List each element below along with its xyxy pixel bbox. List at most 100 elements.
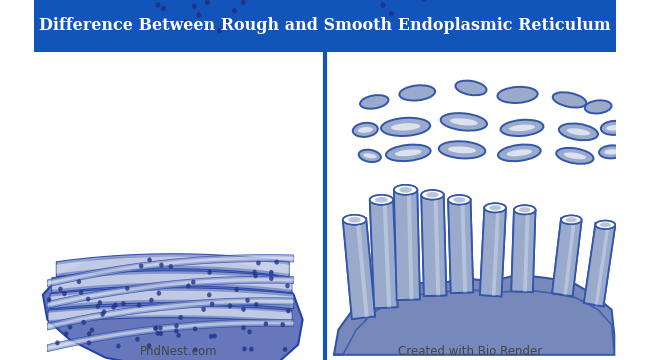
Ellipse shape [370, 195, 393, 205]
Circle shape [280, 322, 285, 327]
Polygon shape [448, 199, 473, 293]
Polygon shape [57, 254, 289, 277]
Polygon shape [480, 207, 506, 296]
Ellipse shape [595, 221, 615, 229]
Polygon shape [343, 219, 375, 319]
Ellipse shape [395, 149, 422, 156]
Circle shape [155, 2, 161, 8]
Circle shape [102, 309, 107, 314]
Polygon shape [48, 308, 292, 320]
Ellipse shape [391, 123, 421, 131]
Circle shape [154, 325, 159, 330]
Ellipse shape [606, 125, 622, 131]
Ellipse shape [453, 197, 465, 203]
Polygon shape [492, 208, 500, 296]
Polygon shape [47, 278, 294, 306]
Polygon shape [552, 218, 582, 296]
Circle shape [168, 264, 173, 269]
Circle shape [183, 19, 188, 25]
Polygon shape [512, 210, 536, 292]
Circle shape [157, 291, 161, 296]
Circle shape [116, 343, 121, 348]
Polygon shape [383, 199, 391, 308]
Text: PhdNest.com: PhdNest.com [140, 345, 218, 358]
Circle shape [285, 283, 290, 288]
Polygon shape [343, 219, 375, 319]
Ellipse shape [604, 149, 619, 154]
Polygon shape [50, 291, 294, 306]
Ellipse shape [450, 118, 478, 126]
Circle shape [64, 331, 68, 336]
Ellipse shape [489, 205, 501, 211]
Circle shape [137, 302, 141, 307]
Circle shape [242, 346, 247, 351]
Text: Difference Between Rough and Smooth Endoplasmic Reticulum: Difference Between Rough and Smooth Endo… [39, 18, 611, 35]
Ellipse shape [359, 150, 381, 162]
Circle shape [232, 8, 237, 14]
Ellipse shape [559, 123, 598, 140]
Polygon shape [460, 200, 467, 293]
Polygon shape [512, 210, 536, 292]
Ellipse shape [514, 205, 536, 214]
Polygon shape [334, 275, 614, 355]
Ellipse shape [600, 222, 611, 227]
Polygon shape [47, 257, 294, 285]
Ellipse shape [394, 185, 417, 195]
Circle shape [58, 287, 62, 292]
Circle shape [68, 325, 72, 330]
Ellipse shape [552, 92, 586, 108]
Polygon shape [133, 0, 473, 15]
Circle shape [179, 315, 183, 320]
Circle shape [202, 307, 206, 312]
Circle shape [155, 331, 160, 336]
Ellipse shape [567, 128, 590, 135]
Polygon shape [421, 194, 447, 296]
Ellipse shape [448, 147, 476, 153]
Circle shape [193, 347, 198, 352]
Polygon shape [47, 298, 294, 330]
Polygon shape [394, 189, 420, 300]
Circle shape [380, 2, 385, 8]
Polygon shape [356, 219, 369, 318]
Circle shape [264, 321, 268, 326]
Polygon shape [492, 208, 500, 296]
Polygon shape [161, 0, 447, 30]
Polygon shape [334, 290, 614, 355]
Polygon shape [47, 255, 294, 287]
Ellipse shape [514, 205, 536, 214]
Circle shape [213, 333, 217, 338]
Circle shape [254, 302, 259, 307]
Circle shape [245, 298, 250, 303]
Ellipse shape [426, 192, 439, 198]
Ellipse shape [363, 153, 376, 158]
Ellipse shape [399, 187, 412, 193]
Ellipse shape [564, 152, 586, 159]
Ellipse shape [566, 217, 577, 222]
Polygon shape [171, 0, 436, 15]
Ellipse shape [498, 144, 541, 161]
Polygon shape [370, 199, 398, 308]
Ellipse shape [484, 203, 506, 212]
Polygon shape [552, 218, 582, 296]
Circle shape [158, 325, 162, 330]
Polygon shape [595, 225, 610, 306]
Circle shape [174, 323, 179, 328]
Circle shape [241, 307, 246, 312]
Ellipse shape [343, 215, 366, 225]
Circle shape [161, 5, 166, 11]
Ellipse shape [561, 215, 582, 224]
Circle shape [286, 309, 291, 313]
Ellipse shape [353, 123, 378, 137]
Circle shape [55, 340, 60, 345]
Polygon shape [43, 258, 303, 360]
Circle shape [148, 257, 152, 262]
Circle shape [192, 4, 197, 9]
Ellipse shape [506, 149, 532, 156]
Polygon shape [407, 190, 413, 300]
Circle shape [205, 0, 210, 5]
Circle shape [224, 18, 229, 23]
Polygon shape [523, 210, 530, 292]
Text: Created with Bio Render: Created with Bio Render [398, 345, 542, 358]
Polygon shape [356, 219, 369, 318]
Circle shape [196, 12, 202, 18]
